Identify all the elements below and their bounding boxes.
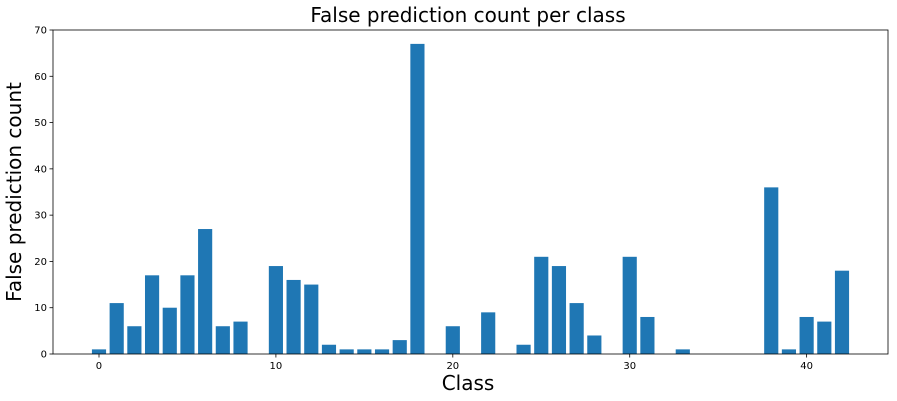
bar (268, 266, 283, 354)
bar (622, 256, 637, 354)
bar (233, 321, 248, 354)
bar (198, 229, 213, 354)
bar (180, 275, 195, 354)
plot-frame (52, 29, 889, 355)
bar (551, 266, 567, 354)
x-tick-label: 30 (623, 361, 636, 372)
x-tick-label: 40 (800, 361, 813, 372)
bar (109, 303, 124, 354)
bar (162, 307, 177, 354)
bar (675, 349, 690, 354)
bar (534, 256, 549, 354)
bar (215, 326, 230, 354)
y-tick-label: 60 (34, 72, 47, 83)
bars-group (91, 43, 850, 355)
y-tick-label: 50 (34, 118, 47, 129)
bar (569, 303, 584, 354)
bar (781, 349, 797, 354)
x-tick-label: 0 (96, 361, 102, 372)
y-tick-label: 10 (34, 303, 47, 314)
bar (392, 340, 407, 354)
bar (817, 321, 832, 354)
bar (374, 349, 390, 354)
y-axis: 0 10 20 30 40 50 60 70 (34, 26, 53, 361)
bar (357, 349, 372, 354)
bar (410, 43, 425, 355)
bar (516, 344, 531, 354)
x-axis: 0 10 20 30 40 (96, 354, 813, 372)
bar (91, 349, 107, 354)
y-tick-label: 30 (34, 211, 47, 222)
chart-title: False prediction count per class (310, 3, 625, 27)
y-axis-label: False prediction count (2, 82, 26, 302)
x-tick-label: 10 (270, 361, 283, 372)
x-axis-label: Class (442, 371, 495, 395)
x-tick-label: 20 (446, 361, 459, 372)
y-tick-label: 40 (34, 164, 47, 175)
bar (144, 275, 160, 354)
y-tick-label: 20 (34, 257, 47, 268)
bar (339, 349, 354, 354)
bar (764, 187, 779, 354)
bar (321, 344, 337, 354)
bar (834, 270, 850, 354)
bar (304, 284, 319, 354)
bar (445, 326, 460, 354)
bar (481, 312, 496, 354)
bar (127, 326, 142, 354)
y-tick-label: 70 (34, 26, 47, 37)
y-tick-label: 0 (41, 350, 47, 361)
bar (587, 335, 602, 354)
bar (286, 279, 301, 354)
bar (799, 316, 814, 354)
bar (640, 316, 655, 354)
